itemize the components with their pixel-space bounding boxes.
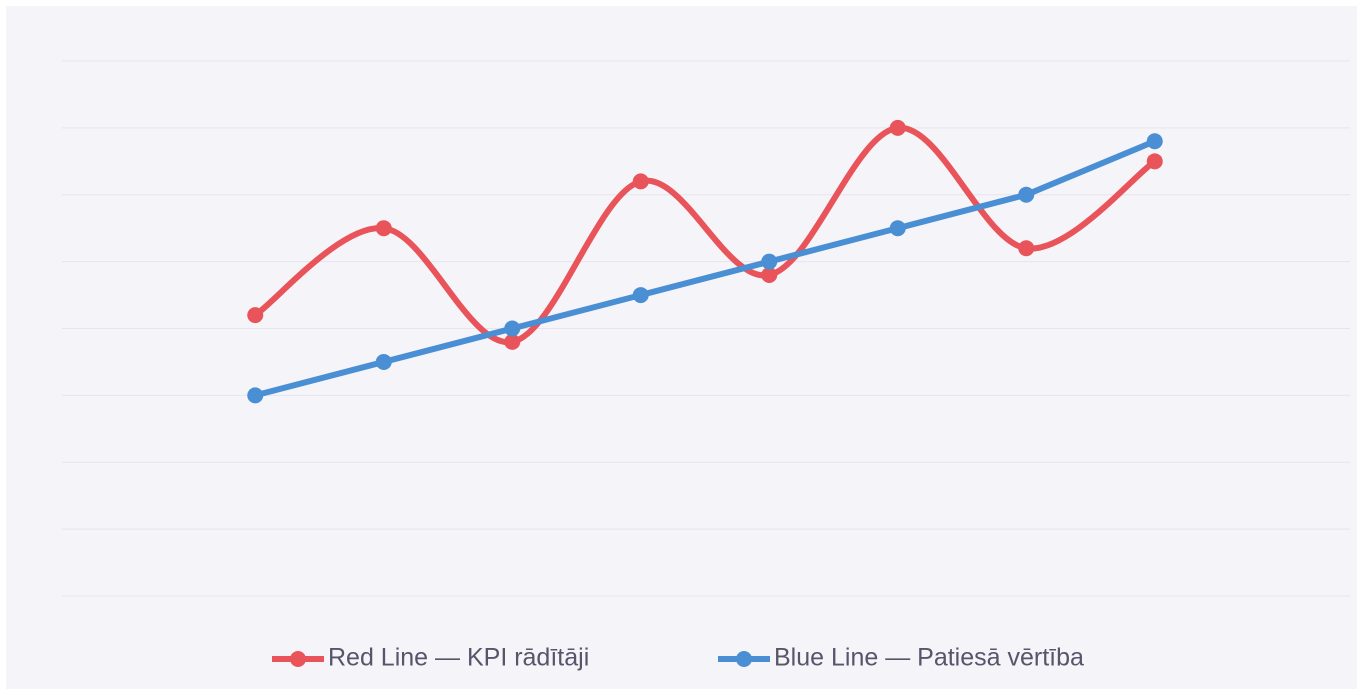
data-point [247, 387, 264, 404]
data-point [504, 333, 521, 350]
legend-label: Blue Line — Patiesā vērtība [774, 644, 1084, 672]
data-point [761, 267, 778, 283]
data-point [504, 320, 521, 337]
data-point [375, 353, 392, 370]
legend-label: Red Line — KPI rādītāji [328, 644, 589, 672]
legend-marker [290, 651, 306, 667]
data-point [1018, 186, 1035, 203]
data-point [1018, 240, 1035, 257]
legend-marker [736, 651, 752, 667]
chart-background [6, 6, 1357, 689]
data-point [632, 173, 649, 190]
series-line [252, 138, 1158, 399]
data-point [1146, 133, 1163, 150]
data-point [889, 220, 906, 237]
data-point [247, 307, 264, 324]
data-point [375, 220, 392, 237]
data-point [1146, 153, 1163, 170]
data-point [761, 253, 778, 270]
series-line [252, 124, 1158, 345]
data-point [632, 287, 649, 304]
data-point [889, 119, 906, 136]
